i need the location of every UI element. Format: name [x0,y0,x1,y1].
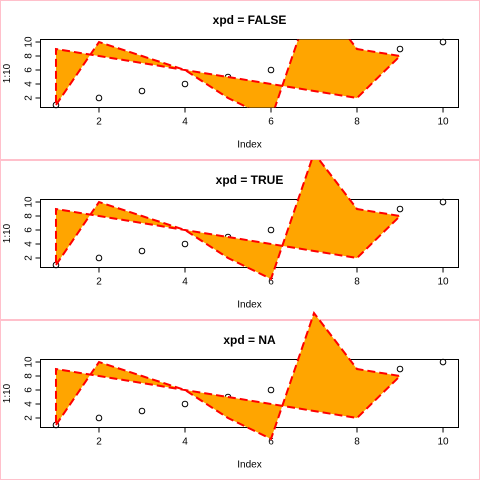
point [181,400,189,408]
y-tick-label: 2 [24,255,35,261]
point [267,66,275,74]
x-tick-label: 8 [354,117,360,128]
x-axis-label: Index [237,460,261,471]
x-tick-label: 4 [182,277,188,288]
point [439,198,447,206]
polygon [54,310,403,441]
point [95,94,103,102]
y-tick-label: 8 [24,373,35,379]
y-axis-label: 1:10 [2,223,13,243]
y-tick-label: 8 [24,53,35,59]
y-tick-label: 2 [24,95,35,101]
x-tick-label: 8 [354,277,360,288]
point [396,45,404,53]
x-axis-label: Index [237,300,261,311]
x-tick-label: 2 [96,277,102,288]
chart-title: xpd = NA [223,333,276,347]
point [267,226,275,234]
x-tick-label: 6 [268,277,274,288]
x-tick-label: 10 [437,117,449,128]
x-tick-label: 8 [354,437,360,448]
y-tick-label: 6 [24,67,35,73]
point [267,386,275,394]
point [138,87,146,95]
point [181,240,189,248]
y-axis-label: 1:10 [2,63,13,83]
point [181,80,189,88]
point [439,358,447,366]
chart-title: xpd = FALSE [213,13,287,27]
y-tick-label: 4 [24,81,35,87]
y-tick-label: 2 [24,415,35,421]
polygon [54,160,403,281]
x-tick-label: 4 [182,117,188,128]
y-tick-label: 10 [24,356,35,368]
x-tick-label: 10 [437,277,449,288]
x-tick-label: 4 [182,437,188,448]
panel: xpd = NA Index 1:10 2 4 6 8 10 2 4 6 8 10 [0,320,480,480]
point [138,247,146,255]
x-tick-label: 6 [268,117,274,128]
x-tick-label: 2 [96,437,102,448]
x-tick-label: 10 [437,437,449,448]
y-tick-label: 8 [24,213,35,219]
polygon [54,39,403,108]
point [396,205,404,213]
chart-title: xpd = TRUE [216,173,284,187]
y-tick-label: 6 [24,227,35,233]
point [95,254,103,262]
panel: xpd = TRUE Index 1:10 2 4 6 8 10 2 4 6 8 10 [0,160,480,320]
point [138,407,146,415]
x-tick-label: 2 [96,117,102,128]
point [95,414,103,422]
y-tick-label: 6 [24,387,35,393]
point [439,38,447,46]
y-axis-label: 1:10 [2,383,13,403]
y-tick-label: 10 [24,36,35,48]
y-tick-label: 4 [24,401,35,407]
point [396,365,404,373]
x-axis-label: Index [237,140,261,151]
x-tick-label: 6 [268,437,274,448]
y-tick-label: 4 [24,241,35,247]
y-tick-label: 10 [24,196,35,208]
